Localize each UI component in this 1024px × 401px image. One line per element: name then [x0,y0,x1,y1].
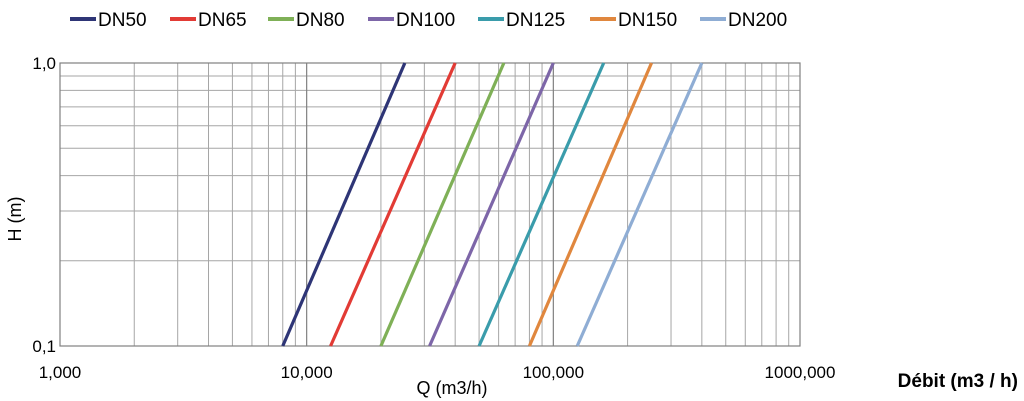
y-tick-labels: 0,1 1,0 [32,54,56,356]
series-line-dn200 [575,62,704,347]
x-tick-label: 1,000 [39,363,82,382]
legend-label: DN100 [396,10,455,31]
legend-label: DN125 [506,10,565,31]
legend: DN50 DN65 DN80 DN100 DN125 DN150 DN200 [70,10,787,31]
x-tick-labels: 1,000 10,000 100,000 1000,000 [39,363,836,382]
plot-frame [59,62,801,347]
legend-label: DN80 [296,10,345,31]
y-axis-title: H (m) [5,197,25,242]
series-line-dn50 [281,62,407,347]
series-line-dn80 [379,62,506,347]
series-line-dn65 [329,62,457,347]
grid-minor [60,63,800,346]
legend-item-dn80: DN80 [268,10,345,31]
series-line-dn125 [477,62,606,347]
x-tick-label: 1000,000 [765,363,836,382]
legend-label: DN150 [618,10,677,31]
legend-label: DN65 [198,10,247,31]
legend-label: DN200 [728,10,787,31]
series-line-dn100 [428,62,555,347]
legend-item-dn50: DN50 [70,10,147,31]
y-tick-label: 0,1 [32,337,56,356]
x-tick-label: 100,000 [523,363,584,382]
legend-item-dn200: DN200 [700,10,787,31]
y-tick-label: 1,0 [32,54,56,73]
legend-item-dn150: DN150 [590,10,677,31]
series-lines [281,62,704,347]
series-line-dn150 [527,62,653,347]
legend-item-dn65: DN65 [170,10,247,31]
x-tick-label: 10,000 [281,363,333,382]
legend-item-dn125: DN125 [478,10,565,31]
legend-label: DN50 [98,10,147,31]
legend-item-dn100: DN100 [368,10,455,31]
grid-major [306,63,554,346]
x-axis-title: Q (m3/h) [416,378,487,398]
side-axis-label: Débit (m3 / h) [898,371,1018,392]
